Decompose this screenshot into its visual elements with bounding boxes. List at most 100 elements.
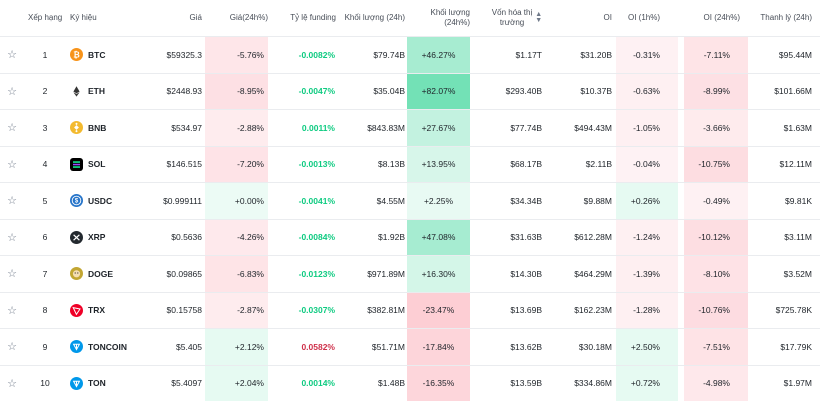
price-cell: $0.5636: [171, 232, 202, 243]
bnb-icon: [70, 121, 83, 135]
oi-cell: $9.88M: [583, 195, 612, 206]
symbol-cell[interactable]: XRP: [70, 220, 140, 256]
favorite-star-icon[interactable]: ☆: [7, 231, 17, 244]
oi-24h-cell: -10.12%: [684, 219, 748, 255]
header-oi-24h[interactable]: OI (24h%): [703, 13, 740, 22]
favorite-star-icon[interactable]: ☆: [7, 268, 17, 281]
header-liquidation-24h[interactable]: Thanh lý (24h): [760, 13, 812, 22]
header-funding-rate[interactable]: Tỷ lệ funding: [290, 13, 336, 22]
favorite-star-icon[interactable]: ☆: [7, 158, 17, 171]
funding-rate-cell: 0.0011%: [301, 122, 335, 133]
oi-1h-cell: +0.72%: [616, 365, 678, 401]
funding-rate-cell: -0.0307%: [298, 305, 335, 316]
table-row[interactable]: ☆ 2 ETH $2448.93 -8.95% -0.0047% $35.04B +82.07…: [0, 72, 820, 110]
volume-pct-cell: +82.07%: [407, 73, 470, 109]
oi-1h-cell: -1.24%: [616, 219, 678, 255]
symbol-cell[interactable]: BNB: [70, 110, 140, 146]
header-oi[interactable]: OI: [603, 13, 612, 22]
rank-cell: 2: [42, 86, 48, 97]
volume-pct-cell: +13.95%: [407, 146, 470, 182]
change-24h-cell: -8.95%: [205, 73, 268, 109]
header-change-24h[interactable]: Giá(24h%): [229, 13, 268, 22]
volume-cell: $1.92B: [378, 232, 405, 243]
header-rank[interactable]: Xếp hạng: [28, 13, 63, 22]
symbol-cell[interactable]: TRX: [70, 293, 140, 329]
sort-arrows-icon[interactable]: ▲ ▼: [535, 11, 543, 24]
favorite-star-icon[interactable]: ☆: [7, 49, 17, 62]
oi-24h-cell: -3.66%: [684, 110, 748, 146]
symbol-label: ETH: [88, 86, 105, 97]
market-cap-cell: $293.40B: [505, 86, 542, 97]
header-market-cap[interactable]: Vốn hóa thị trường ▲ ▼: [490, 0, 544, 36]
change-24h-cell: +2.12%: [205, 329, 268, 365]
table-row[interactable]: ☆ 6 XRP $0.5636 -4.26% -0.0084% $1.92B +47.08% $…: [0, 218, 820, 256]
table-row[interactable]: ☆ 1 ₿ BTC $59325.3 -5.76% -0.0082% $79.74B +46.2…: [0, 36, 820, 73]
svg-text:₿: ₿: [73, 51, 80, 60]
price-cell: $534.97: [171, 122, 202, 133]
table-row[interactable]: ☆ 7 DOGE $0.09865 -6.83% -0.0123% $971.89M +16.…: [0, 255, 820, 292]
header-volume-24h-pct[interactable]: Khối lượng (24h%): [430, 8, 470, 27]
symbol-label: TONCOIN: [88, 341, 128, 352]
rank-cell: 6: [42, 232, 48, 243]
change-24h-cell: -6.83%: [205, 256, 268, 292]
market-cap-cell: $13.62B: [510, 341, 542, 352]
oi-1h-cell: -1.28%: [616, 292, 678, 328]
funding-rate-cell: -0.0082%: [298, 49, 335, 60]
rank-cell: 9: [42, 341, 48, 352]
toncoin-icon: [70, 340, 83, 354]
funding-rate-cell: -0.0123%: [298, 268, 335, 279]
favorite-star-icon[interactable]: ☆: [7, 377, 17, 390]
price-cell: $59325.3: [166, 49, 202, 60]
table-row[interactable]: ☆ 4 SOL $146.515 -7.20% -0.0013% $8.13B +13.95%…: [0, 145, 820, 183]
table-row[interactable]: ☆ 5 $ USDC $0.999111 +0.00% -0.0041% $4.55M +2.2…: [0, 182, 820, 219]
symbol-label: USDC: [88, 195, 113, 206]
favorite-star-icon[interactable]: ☆: [7, 122, 17, 135]
price-cell: $146.515: [166, 159, 202, 170]
symbol-cell[interactable]: SOL: [70, 147, 140, 183]
price-cell: $2448.93: [166, 86, 202, 97]
price-cell: $0.999111: [163, 195, 202, 206]
table-row[interactable]: ☆ 8 TRX $0.15758 -2.87% -0.0307% $382.81M -23.4…: [0, 291, 820, 329]
table-row[interactable]: ☆ 9 TONCOIN $5.405 +2.12% 0.0582% $51.71M -17.8…: [0, 328, 820, 365]
header-price[interactable]: Giá: [189, 13, 202, 22]
symbol-cell[interactable]: TON: [70, 366, 140, 402]
change-24h-cell: -2.88%: [205, 110, 268, 146]
oi-24h-cell: -10.76%: [684, 292, 748, 328]
rank-cell: 10: [40, 378, 50, 389]
header-volume-24h[interactable]: Khối lượng (24h): [344, 13, 405, 22]
volume-pct-cell: -16.35%: [407, 365, 470, 401]
symbol-cell[interactable]: DOGE: [70, 256, 140, 292]
market-cap-cell: $68.17B: [510, 159, 542, 170]
table-row[interactable]: ☆ 10 TON $5.4097 +2.04% 0.0014% $1.48B -16.35% $…: [0, 364, 820, 402]
change-24h-cell: +0.00%: [205, 183, 268, 219]
symbol-cell[interactable]: ₿ BTC: [70, 37, 140, 73]
header-symbol[interactable]: Ký hiệu: [70, 13, 97, 22]
symbol-cell[interactable]: TONCOIN: [70, 329, 140, 365]
liquidation-cell: $1.63M: [783, 122, 812, 133]
price-cell: $5.405: [176, 341, 202, 352]
table-row[interactable]: ☆ 3 BNB $534.97 -2.88% 0.0011% $843.83M +27.67%…: [0, 109, 820, 146]
eth-icon: [70, 84, 83, 98]
rank-cell: 4: [42, 159, 48, 170]
volume-pct-cell: +27.67%: [407, 110, 470, 146]
funding-rate-cell: 0.0582%: [301, 341, 335, 352]
oi-24h-cell: -8.10%: [684, 256, 748, 292]
market-cap-cell: $14.30B: [510, 268, 542, 279]
header-oi-1h[interactable]: OI (1h%): [627, 13, 660, 22]
oi-1h-cell: -0.04%: [616, 146, 678, 182]
oi-cell: $612.28M: [574, 232, 612, 243]
rank-cell: 1: [42, 49, 48, 60]
favorite-star-icon[interactable]: ☆: [7, 341, 17, 354]
oi-cell: $494.43M: [574, 122, 612, 133]
symbol-cell[interactable]: $ USDC: [70, 183, 140, 219]
favorite-star-icon[interactable]: ☆: [7, 304, 17, 317]
header-market-cap-line2: trường: [499, 18, 525, 27]
favorite-star-icon[interactable]: ☆: [7, 85, 17, 98]
oi-cell: $464.29M: [574, 268, 612, 279]
market-cap-cell: $34.34B: [510, 195, 542, 206]
volume-cell: $8.13B: [378, 159, 405, 170]
oi-cell: $2.11B: [585, 159, 612, 170]
favorite-star-icon[interactable]: ☆: [7, 195, 17, 208]
symbol-cell[interactable]: ETH: [70, 74, 140, 110]
symbol-label: TON: [88, 378, 106, 389]
